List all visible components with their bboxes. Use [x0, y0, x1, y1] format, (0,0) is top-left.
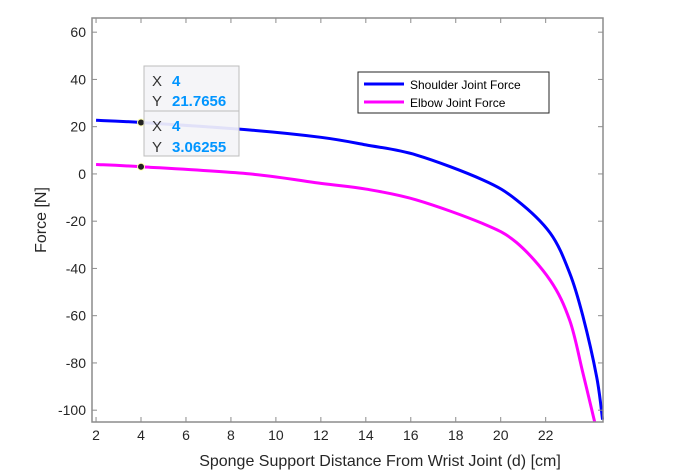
x-tick-label: 8: [227, 427, 235, 443]
datatip-x-label: X: [152, 73, 162, 90]
y-tick-label: -40: [66, 260, 86, 276]
y-axis-label: Force [N]: [33, 187, 50, 253]
y-tick-label: 60: [70, 24, 86, 40]
x-axis-label: Sponge Support Distance From Wrist Joint…: [199, 453, 561, 470]
y-tick-label: -20: [66, 213, 86, 229]
y-tick-label: 40: [70, 71, 86, 87]
series-line-elbow: [95, 162, 597, 423]
x-tick-label: 10: [268, 427, 284, 443]
datatip-y-label: Y: [152, 139, 162, 156]
datatip-y-value: 21.7656: [172, 93, 226, 110]
y-tick-label: 0: [78, 166, 86, 182]
datatip-x-value: 4: [172, 118, 181, 135]
x-tick-label: 18: [448, 427, 464, 443]
legend-label-shoulder: Shoulder Joint Force: [410, 78, 521, 92]
legend[interactable]: Shoulder Joint Force Elbow Joint Force: [357, 71, 550, 114]
x-tick-label: 12: [313, 427, 329, 443]
legend-label-elbow: Elbow Joint Force: [410, 96, 506, 110]
y-tick-label: -60: [66, 308, 86, 324]
y-tick-label: -80: [66, 355, 86, 371]
datatip-x-value: 4: [172, 73, 181, 90]
x-tick-label: 14: [358, 427, 374, 443]
y-tick-label: 20: [70, 119, 86, 135]
x-tick-label: 2: [92, 427, 100, 443]
datatip-y-label: Y: [152, 93, 162, 110]
x-tick-label: 16: [403, 427, 419, 443]
series-line-shoulder: [95, 118, 605, 420]
x-tick-label: 4: [137, 427, 145, 443]
x-tick-label: 20: [493, 427, 509, 443]
y-tick-label: -100: [58, 402, 86, 418]
datatip-x-label: X: [152, 118, 162, 135]
axes-box: [91, 17, 604, 423]
x-tick-label: 22: [538, 427, 554, 443]
datatip-marker[interactable]: [137, 118, 146, 127]
datatip-marker[interactable]: [137, 162, 146, 171]
x-tick-label: 6: [182, 427, 190, 443]
datatip-shoulder[interactable]: X 4 Y 21.7656: [143, 65, 240, 112]
datatip-y-value: 3.06255: [172, 139, 226, 156]
datatip-elbow[interactable]: X 4 Y 3.06255: [143, 110, 240, 157]
